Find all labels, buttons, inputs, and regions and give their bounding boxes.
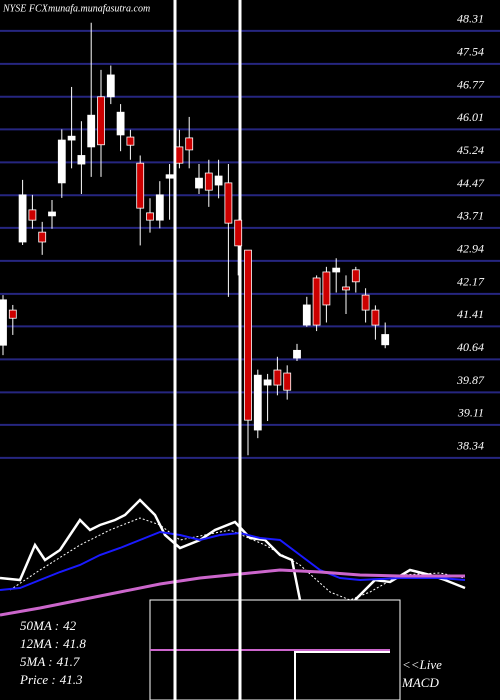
indicator-value: 41.7 bbox=[57, 654, 80, 669]
candle-body bbox=[204, 172, 213, 191]
candle-body bbox=[28, 209, 37, 221]
candle-body bbox=[18, 194, 27, 243]
indicator-name: 50MA : bbox=[20, 618, 59, 633]
candle-body bbox=[126, 136, 135, 146]
candle-body bbox=[77, 155, 86, 165]
y-tick-label: 45.24 bbox=[457, 143, 484, 157]
candle-body bbox=[302, 304, 311, 326]
indicator-label: 12MA : 41.8 bbox=[20, 636, 86, 651]
candle-body bbox=[175, 146, 184, 164]
indicator-label: 5MA : 41.7 bbox=[20, 654, 80, 669]
candles bbox=[0, 22, 390, 456]
candle-body bbox=[283, 372, 292, 391]
candle-body bbox=[351, 269, 360, 283]
candle-body bbox=[371, 309, 380, 326]
candle-body bbox=[0, 299, 7, 346]
indicator-label: 50MA : 42 bbox=[20, 618, 77, 633]
y-tick-label: 39.87 bbox=[456, 373, 485, 387]
candle-body bbox=[8, 309, 17, 319]
y-tick-label: 40.64 bbox=[457, 340, 484, 354]
candle-body bbox=[67, 135, 76, 141]
candle-body bbox=[224, 182, 233, 224]
candle-body bbox=[273, 369, 282, 386]
indicator-name: 5MA : bbox=[20, 654, 53, 669]
candle-body bbox=[342, 286, 350, 291]
y-tick-label: 46.77 bbox=[457, 78, 485, 92]
annotation: MACD bbox=[401, 675, 439, 690]
y-tick-label: 43.71 bbox=[457, 209, 484, 223]
chart-title: NYSE FCX bbox=[2, 3, 49, 14]
ma-blue-line bbox=[0, 530, 466, 591]
indicator-value: 42 bbox=[63, 618, 77, 633]
y-axis: 48.31 47.54 46.77 46.01 45.24 44.47 43.71 42.94… bbox=[456, 12, 485, 453]
ma-pink-line bbox=[0, 568, 465, 617]
candle-body bbox=[136, 162, 145, 209]
y-tick-label: 41.41 bbox=[457, 307, 484, 321]
candle-body bbox=[263, 379, 272, 386]
indicator-value: 41.8 bbox=[63, 636, 86, 651]
candle-body bbox=[322, 271, 331, 306]
y-tick-label: 46.01 bbox=[457, 110, 484, 124]
indicator-value: 41.3 bbox=[60, 672, 83, 687]
y-tick-label: 42.94 bbox=[457, 242, 484, 256]
candle-body bbox=[97, 96, 105, 146]
candle-body bbox=[57, 139, 66, 184]
candle-body bbox=[361, 294, 370, 311]
candle-body bbox=[253, 374, 262, 431]
y-tick-label: 47.54 bbox=[457, 45, 484, 59]
candle-body bbox=[185, 137, 194, 151]
y-tick-label: 44.47 bbox=[457, 176, 485, 190]
candle-body bbox=[155, 194, 164, 221]
ma-dotted-line bbox=[9, 517, 466, 601]
indicator-panel bbox=[0, 498, 466, 700]
indicator-name: 12MA : bbox=[20, 636, 59, 651]
y-tick-label: 48.31 bbox=[457, 12, 484, 26]
candle-body bbox=[214, 175, 223, 186]
candle-body bbox=[87, 114, 96, 148]
candle-body bbox=[146, 212, 154, 221]
candle-body bbox=[38, 231, 47, 243]
candle-body bbox=[195, 177, 203, 189]
candle-body bbox=[381, 334, 390, 346]
indicator-label: Price : 41.3 bbox=[19, 672, 83, 687]
candle-body bbox=[165, 174, 174, 179]
candle-body bbox=[312, 277, 321, 326]
candle-body bbox=[116, 111, 125, 136]
macd-signal bbox=[294, 651, 390, 700]
candle-body bbox=[332, 267, 341, 273]
y-tick-label: 38.34 bbox=[456, 439, 484, 453]
candle-body bbox=[244, 249, 252, 421]
price-line bbox=[0, 498, 302, 601]
candle-body bbox=[234, 219, 243, 247]
candle-body bbox=[293, 349, 301, 359]
annotation: <<Live bbox=[402, 657, 442, 672]
candle-body bbox=[48, 211, 56, 217]
candle-body bbox=[106, 74, 115, 98]
y-tick-label: 42.17 bbox=[457, 275, 485, 289]
chart-subtitle: munafa.munafasutra.com bbox=[48, 3, 150, 14]
y-tick-label: 39.11 bbox=[457, 406, 484, 420]
indicator-name: Price : bbox=[19, 672, 56, 687]
